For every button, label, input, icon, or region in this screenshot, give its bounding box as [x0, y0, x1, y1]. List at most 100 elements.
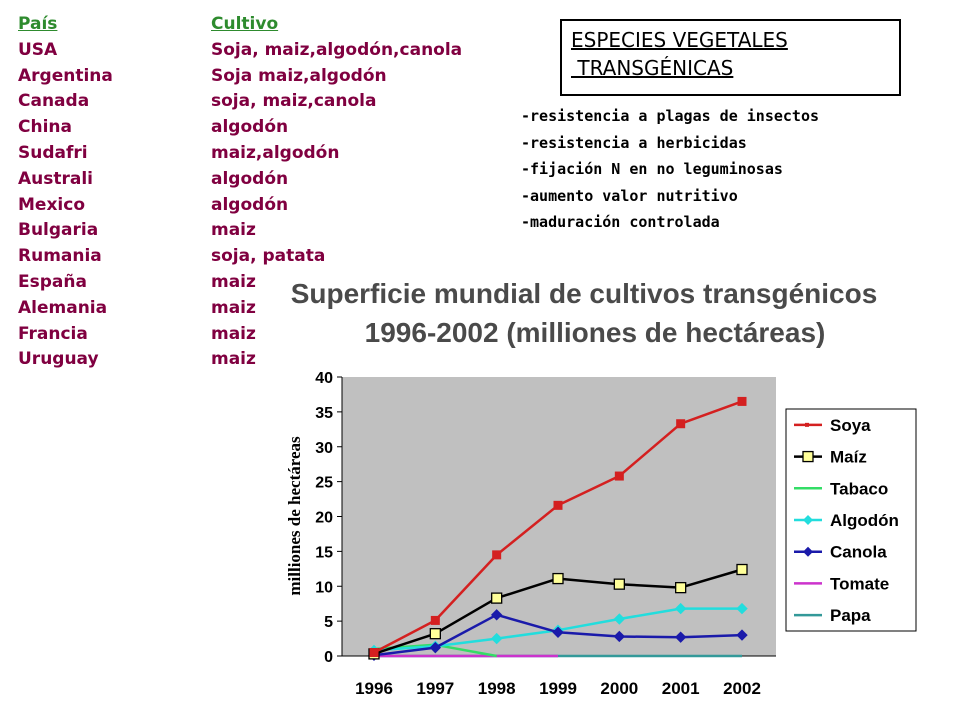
crop-cell: soja, maiz,canola — [211, 91, 377, 112]
point — [674, 602, 687, 615]
point — [490, 632, 503, 645]
title-line-1: ESPECIES VEGETALES — [571, 28, 788, 52]
legend-label: Tabaco — [830, 479, 888, 498]
point — [492, 550, 502, 560]
traits-list: -resistencia a plagas de insectos -resist… — [521, 103, 819, 236]
crop-cell: maiz — [211, 323, 256, 344]
trait-item: -maduración controlada — [521, 213, 720, 231]
y-tick-label: 15 — [315, 544, 333, 561]
table-row: Argentina Soja maiz,algodón — [18, 64, 462, 90]
x-tick-label: 1997 — [416, 679, 454, 698]
country-cell: Canada — [18, 91, 90, 112]
country-cell: Bulgaria — [18, 220, 99, 241]
country-cell: Alemania — [18, 297, 108, 318]
country-cell: Australi — [18, 168, 94, 189]
chart-title: Superficie mundial de cultivos transgéni… — [291, 278, 878, 309]
table-row: Uruguay maiz — [18, 347, 462, 373]
legend-label: Soya — [830, 416, 871, 435]
table-row: Bulgaria maiz — [18, 218, 462, 244]
country-cell: China — [18, 117, 72, 138]
y-tick-label: 20 — [315, 510, 333, 527]
point — [676, 419, 686, 429]
crop-cell: maiz — [211, 271, 256, 292]
table-row: Alemania maiz — [18, 296, 462, 322]
point — [430, 615, 440, 625]
x-tick-label: 1998 — [478, 679, 516, 698]
legend-label: Maíz — [830, 448, 867, 467]
point — [369, 648, 379, 658]
trait-item: -resistencia a herbicidas — [521, 133, 747, 152]
point — [613, 613, 626, 625]
legend-label: Papa — [830, 606, 871, 625]
y-tick-label: 25 — [315, 475, 333, 492]
crop-cell: maiz — [211, 349, 256, 370]
legend-label: Canola — [830, 543, 887, 562]
crop-cell: algodón — [211, 117, 289, 138]
crop-cell: algodón — [211, 168, 289, 189]
country-cell: USA — [18, 39, 58, 60]
trait-item: -resistencia a plagas de insectos — [521, 107, 820, 125]
legend-label: Algodón — [830, 511, 899, 530]
y-tick-label: 35 — [315, 405, 333, 422]
point — [429, 641, 442, 654]
title-box: ESPECIES VEGETALES TRANSGÉNICAS — [560, 19, 901, 96]
point — [613, 630, 626, 643]
point — [674, 631, 687, 643]
point — [552, 626, 564, 638]
chart-subtitle: 1996-2002 (milliones de hectáreas) — [365, 317, 826, 348]
point — [613, 578, 625, 590]
point — [491, 592, 503, 604]
chart: Superficie mundial de cultivos transgéni… — [270, 270, 960, 720]
y-tick-label: 30 — [315, 440, 333, 457]
table-row: Francia maiz — [18, 322, 462, 348]
legend-label: Tomate — [830, 574, 889, 593]
table-row: Canada soja, maiz,canola — [18, 89, 462, 115]
x-tick-label: 2001 — [662, 679, 700, 698]
x-tick-label: 2002 — [723, 679, 761, 698]
crop-cell: maiz — [211, 297, 256, 318]
legend-marker — [803, 515, 813, 525]
country-cell: Rumania — [18, 246, 102, 267]
crops-table: País Cultivo USA Soja, maiz,algodón,canol… — [18, 12, 462, 373]
y-tick-label: 0 — [324, 649, 333, 666]
crop-cell: algodón — [211, 194, 289, 215]
title-line-2: TRANSGÉNICAS — [571, 56, 734, 80]
table-row: Australi algodón — [18, 167, 462, 193]
point — [490, 609, 503, 621]
country-cell: Argentina — [18, 65, 113, 86]
y-tick-label: 5 — [324, 614, 333, 631]
point — [552, 572, 564, 585]
series-canola — [368, 609, 748, 662]
point — [737, 396, 747, 406]
legend-marker — [805, 422, 809, 427]
country-cell: Uruguay — [18, 349, 99, 370]
trait-item: -fijación N en no leguminosas — [521, 160, 783, 178]
x-tick-label: 1999 — [539, 679, 577, 698]
point — [736, 602, 748, 615]
crop-cell: maiz — [211, 220, 256, 241]
table-row: España maiz — [18, 270, 462, 296]
country-cell: España — [18, 271, 87, 292]
table-row: Sudafri maiz,algodón — [18, 141, 462, 167]
legend-marker — [803, 546, 813, 557]
crop-cell: maiz,algodón — [211, 142, 340, 163]
point — [736, 563, 748, 576]
x-tick-label: 2000 — [600, 679, 638, 698]
point — [553, 500, 563, 510]
table-row: Mexico algodón — [18, 193, 462, 219]
country-cell: Mexico — [18, 194, 85, 215]
series-soya — [369, 396, 747, 658]
crops-table-header: País Cultivo — [18, 12, 462, 38]
chart-svg: Superficie mundial de cultivos transgéni… — [285, 278, 917, 698]
legend-marker — [802, 450, 814, 463]
point — [736, 629, 748, 641]
country-cell: Francia — [18, 323, 88, 344]
plot-area — [342, 377, 776, 656]
crop-cell: soja, patata — [211, 246, 326, 267]
table-row: Rumania soja, patata — [18, 244, 462, 270]
y-axis-label: milliones de hectáreas — [285, 436, 304, 596]
point — [614, 471, 624, 481]
crop-cell: Soja, maiz,algodón,canola — [211, 39, 463, 60]
country-cell: Sudafri — [18, 142, 88, 163]
y-tick-label: 40 — [315, 370, 333, 387]
